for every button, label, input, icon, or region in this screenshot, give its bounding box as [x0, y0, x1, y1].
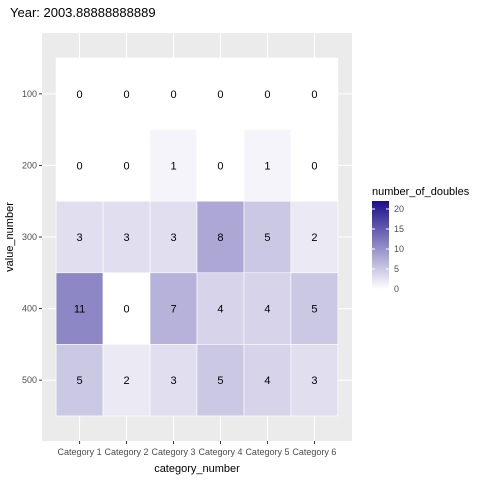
x-axis-ticks: Category 1 Category 2 Category 3 Category 4…	[58, 441, 336, 457]
x-tick-label: Category 6	[292, 447, 336, 457]
x-tick-label: Category 2	[105, 447, 149, 457]
cell-value-label: 5	[264, 232, 270, 244]
y-tick-label: 200	[22, 160, 37, 170]
x-axis-label: category_number	[154, 463, 240, 475]
cell-value-label: 0	[311, 160, 317, 172]
heatmap-cell	[55, 344, 104, 417]
cell-value-label: 4	[264, 304, 270, 316]
heatmap-cell	[196, 200, 245, 274]
heatmap-cell	[196, 129, 245, 202]
heatmap-cell	[196, 272, 245, 345]
cell-value-label: 2	[311, 232, 317, 244]
heatmap-cell	[243, 344, 292, 417]
cell-labels: 0 0 0 0 0 0 0 0 1 0 1 0 3 3 3 8 5 2 11 0 7 4 4 5 5 2 3 5 4 3	[74, 89, 318, 387]
legend-title: number_of_doubles	[372, 186, 470, 198]
legend-tick-label: 0	[394, 284, 399, 294]
legend-tick-label: 15	[394, 224, 404, 234]
heatmap-cell	[243, 272, 292, 345]
heatmap-cell	[243, 129, 292, 202]
heatmap-cell	[290, 272, 339, 345]
cell-value-label: 7	[170, 304, 176, 316]
legend-tick-label: 5	[394, 264, 399, 274]
cell-value-label: 5	[217, 375, 223, 387]
y-axis-ticks: 100 200 300 400 500	[22, 89, 42, 385]
color-legend: number_of_doubles 0 5 10 15 20	[372, 186, 470, 294]
heatmap-cell	[102, 129, 151, 202]
cell-value-label: 2	[123, 375, 129, 387]
heatmap-cell	[290, 344, 339, 417]
heatmap-cell	[102, 272, 151, 345]
heatmap-cell	[102, 344, 151, 417]
cell-value-label: 0	[217, 89, 223, 101]
cell-value-label: 0	[77, 89, 83, 101]
heatmap-cell	[149, 57, 198, 130]
cell-value-label: 0	[123, 89, 129, 101]
heatmap-cell	[243, 57, 292, 130]
x-tick-label: Category 3	[151, 447, 195, 457]
heatmap-cell	[149, 272, 198, 345]
y-tick-label: 400	[22, 304, 37, 314]
heatmap-cell	[149, 129, 198, 202]
cell-value-label: 5	[311, 304, 317, 316]
cell-value-label: 1	[170, 160, 176, 172]
cell-value-label: 0	[77, 160, 83, 172]
legend-tick-label: 10	[394, 244, 404, 254]
cell-value-label: 0	[264, 89, 270, 101]
legend-tick-label: 20	[394, 204, 404, 214]
cell-value-label: 3	[123, 232, 129, 244]
heatmap-cell	[55, 129, 104, 202]
heatmap-cell	[290, 129, 339, 202]
legend-colorbar	[372, 201, 389, 289]
heatmap-cell	[196, 344, 245, 417]
cell-value-label: 8	[217, 232, 223, 244]
heatmap-cell	[149, 200, 198, 274]
x-tick-label: Category 1	[58, 447, 102, 457]
legend-ticks: 0 5 10 15 20	[372, 204, 404, 294]
cell-value-label: 3	[170, 232, 176, 244]
cell-value-label: 11	[74, 304, 85, 316]
cell-value-label: 0	[217, 160, 223, 172]
cell-value-label: 0	[123, 160, 129, 172]
chart-title: Year: 2003.88888888889	[10, 5, 156, 20]
y-tick-label: 100	[22, 89, 37, 99]
cell-value-label: 3	[170, 375, 176, 387]
heatmap-cell	[55, 272, 104, 345]
heatmap-cells	[55, 57, 339, 417]
cell-value-label: 0	[170, 89, 176, 101]
cell-value-label: 3	[77, 232, 83, 244]
y-tick-label: 300	[22, 232, 37, 242]
y-tick-label: 500	[22, 375, 37, 385]
cell-value-label: 3	[311, 375, 317, 387]
y-axis-label: value_number	[4, 202, 16, 272]
x-tick-label: Category 5	[245, 447, 289, 457]
heatmap-cell	[149, 344, 198, 417]
cell-value-label: 0	[123, 304, 129, 316]
cell-value-label: 0	[311, 89, 317, 101]
cell-value-label: 4	[217, 304, 223, 316]
heatmap-cell	[290, 57, 339, 130]
cell-value-label: 4	[264, 375, 270, 387]
x-tick-label: Category 4	[198, 447, 242, 457]
cell-value-label: 1	[264, 160, 270, 172]
cell-value-label: 5	[77, 375, 83, 387]
